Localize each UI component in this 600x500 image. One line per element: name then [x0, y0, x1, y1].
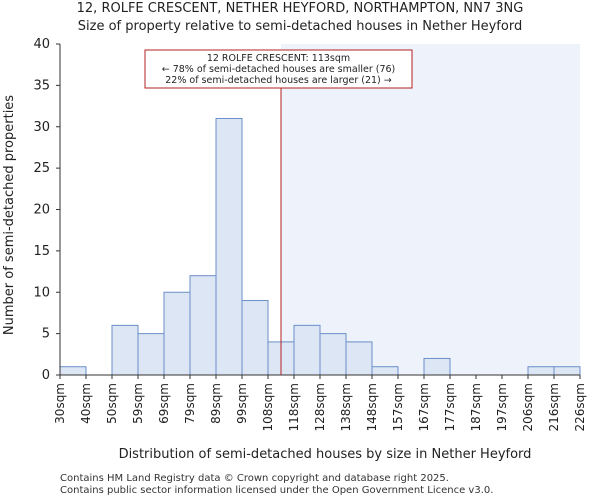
footer-line-2: Contains public sector information licen… — [60, 485, 494, 496]
x-tick-label: 50sqm — [105, 383, 119, 424]
bar-69sqm — [163, 291, 191, 376]
y-tick-label: 35 — [33, 78, 50, 93]
bar-118sqm — [293, 324, 321, 376]
x-tick-label: 128sqm — [313, 383, 327, 431]
annotation-box — [144, 49, 413, 89]
x-tick-label: 177sqm — [443, 383, 457, 431]
x-tick-label: 59sqm — [131, 383, 145, 424]
x-tick-label: 187sqm — [469, 383, 483, 431]
x-tick-label: 148sqm — [365, 383, 379, 431]
x-tick-label: 30sqm — [53, 383, 67, 424]
bar-216sqm — [553, 366, 581, 376]
x-tick-label: 118sqm — [287, 383, 301, 431]
y-tick-label: 20 — [33, 203, 50, 218]
chart-title: 12, ROLFE CRESCENT, NETHER HEYFORD, NORT… — [76, 1, 524, 16]
bar-59sqm — [137, 333, 165, 376]
bar-206sqm — [527, 366, 555, 376]
x-tick-label: 40sqm — [79, 383, 93, 424]
x-tick-label: 206sqm — [521, 383, 535, 431]
bar-89sqm — [215, 117, 243, 376]
x-tick-label: 216sqm — [547, 383, 561, 431]
x-tick-label: 138sqm — [339, 383, 353, 431]
y-tick-label: 30 — [33, 120, 50, 135]
bar-148sqm — [371, 366, 399, 376]
chart-subtitle: Size of property relative to semi-detach… — [77, 19, 523, 34]
annotation-line-1: 12 ROLFE CRESCENT: 113sqm — [207, 53, 350, 64]
x-tick-label: 167sqm — [417, 383, 431, 431]
x-tick-label: 157sqm — [391, 383, 405, 431]
y-tick-label: 10 — [33, 285, 50, 300]
x-tick-label: 197sqm — [495, 383, 509, 431]
y-tick-label: 40 — [33, 37, 50, 52]
y-tick-label: 25 — [33, 161, 50, 176]
x-tick-label: 69sqm — [157, 383, 171, 424]
y-tick-label: 5 — [42, 327, 50, 342]
bar-138sqm — [345, 341, 373, 376]
x-axis-title: Distribution of semi-detached houses by … — [119, 447, 532, 462]
annotation-line-3: 22% of semi-detached houses are larger (… — [165, 75, 392, 86]
y-axis-title: Number of semi-detached properties — [2, 95, 17, 335]
larger-region-highlight — [281, 44, 580, 375]
footer-line-1: Contains HM Land Registry data © Crown c… — [60, 473, 449, 484]
bar-50sqm — [111, 324, 139, 376]
x-tick-label: 79sqm — [183, 383, 197, 424]
bar-79sqm — [189, 275, 217, 376]
x-tick-label: 99sqm — [235, 383, 249, 424]
x-tick-label: 89sqm — [209, 383, 223, 424]
bar-30sqm — [59, 366, 87, 376]
bar-99sqm — [241, 300, 269, 376]
bar-167sqm — [423, 357, 451, 376]
bar-128sqm — [319, 333, 347, 376]
y-tick-label: 0 — [42, 368, 50, 383]
annotation-line-2: ← 78% of semi-detached houses are smalle… — [162, 64, 396, 75]
y-tick-label: 15 — [33, 244, 50, 259]
x-tick-label: 108sqm — [261, 383, 275, 431]
x-tick-label: 226sqm — [573, 383, 587, 431]
